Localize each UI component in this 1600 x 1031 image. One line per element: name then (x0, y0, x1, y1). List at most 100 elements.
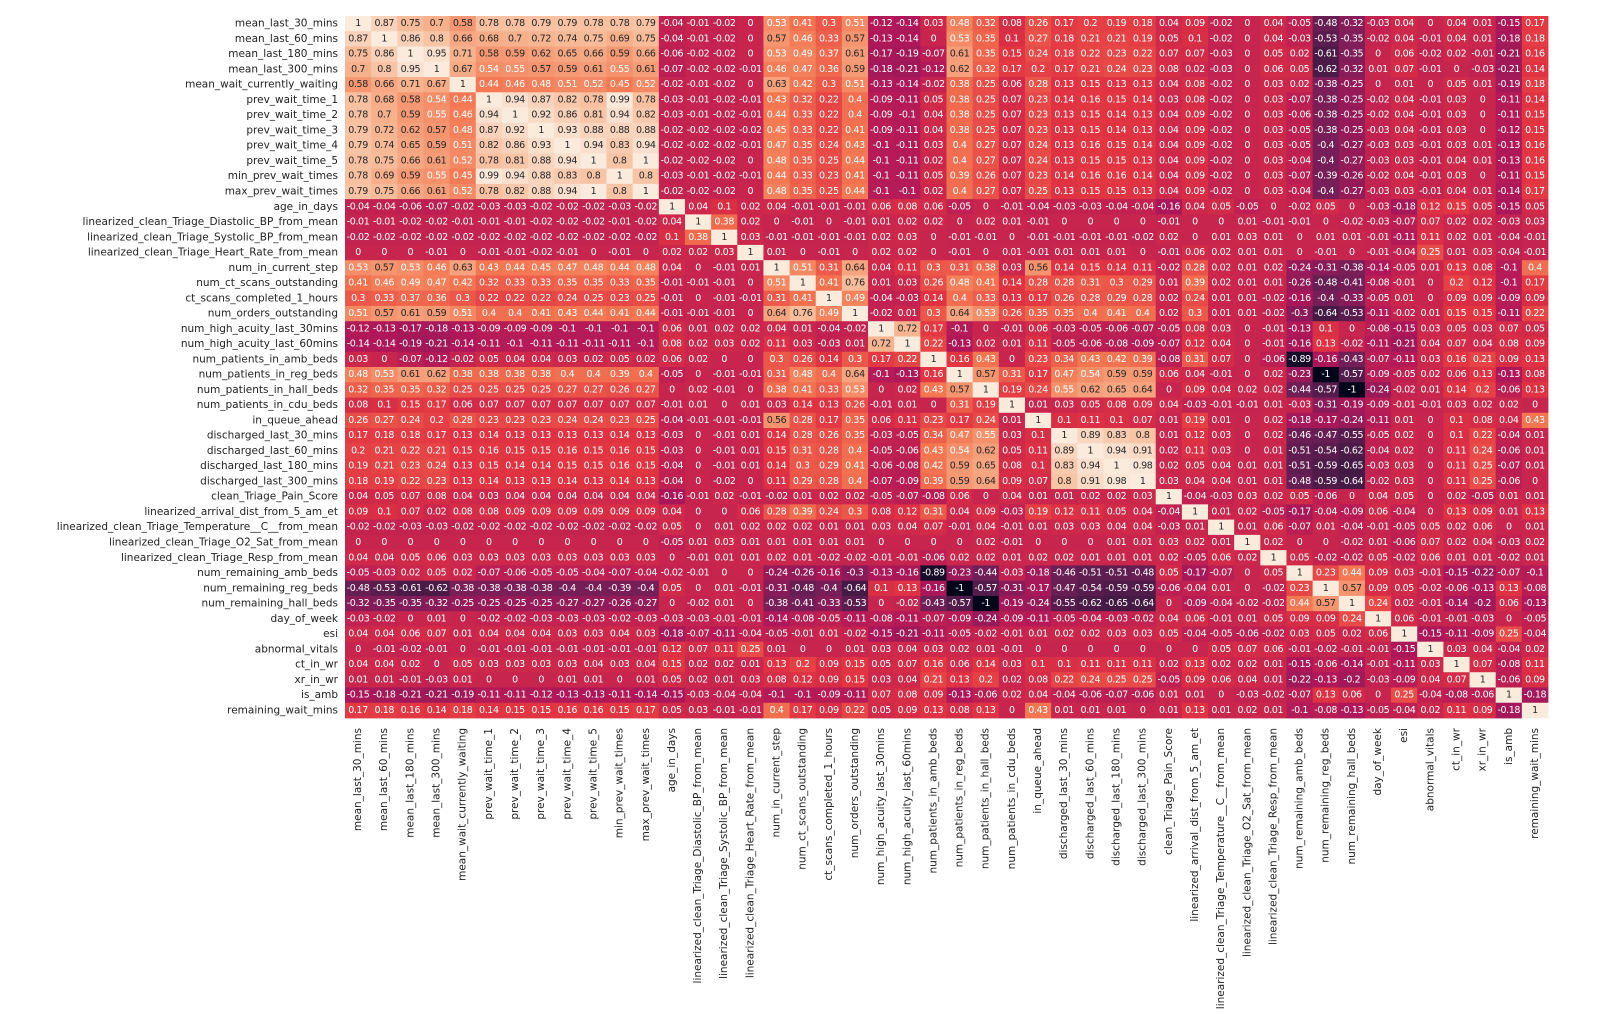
cell-value: 0.04 (636, 659, 656, 670)
cell-value: -0.15 (1497, 201, 1520, 212)
cell-value: -0.09 (530, 323, 553, 334)
cell-value: 0 (512, 537, 518, 548)
cell-value: -0.4 (1317, 293, 1334, 304)
cell-value: 0.11 (897, 262, 917, 273)
cell-value: 0.03 (1133, 629, 1153, 640)
cell-value: 0.23 (1107, 49, 1127, 60)
cell-value: 0.47 (950, 430, 970, 441)
heatmap-cell (345, 16, 372, 32)
cell-value: 0.09 (1185, 171, 1205, 182)
cell-value: 0 (931, 400, 937, 411)
cell-value: 0.07 (1447, 674, 1467, 685)
cell-value: 0.14 (505, 461, 525, 472)
cell-value: -0.2 (1474, 598, 1491, 609)
cell-value: -0.48 (1314, 278, 1337, 289)
cell-value: 0.53 (767, 49, 787, 60)
cell-value: -0.06 (1288, 110, 1311, 121)
cell-value: -0.01 (1524, 247, 1547, 258)
cell-value: -0.03 (1288, 400, 1311, 411)
cell-value: 0.57 (845, 33, 865, 44)
cell-value: 0.02 (1525, 537, 1545, 548)
cell-value: 0.04 (688, 201, 708, 212)
cell-value: -0.32 (347, 598, 370, 609)
heatmap-cell (1234, 16, 1261, 32)
cell-value: 0 (826, 644, 832, 655)
heatmap-cell (1129, 16, 1157, 32)
cell-value: 0.09 (1185, 155, 1205, 166)
cell-value: -0.01 (739, 110, 762, 121)
cell-value: -0.01 (451, 217, 474, 228)
cell-value: -0.06 (974, 690, 997, 701)
cell-value: -0.57 (974, 583, 997, 594)
y-tick-label: linearized_arrival_dist_from_5_am_et (144, 506, 338, 518)
heatmap-cell (972, 107, 1000, 124)
cell-value: 0.21 (1081, 64, 1101, 75)
cell-value: 0.26 (610, 384, 630, 395)
heatmap-cell (1077, 31, 1104, 47)
cell-value: -0.43 (922, 598, 945, 609)
cell-value: 1 (617, 171, 623, 182)
cell-value: 0.06 (662, 323, 682, 334)
cell-value: -0.11 (478, 339, 501, 350)
cell-value: 0.24 (401, 415, 421, 426)
heatmap-cell (1129, 46, 1157, 63)
cell-value: 0.07 (1237, 644, 1257, 655)
cell-value: -0.21 (1393, 339, 1416, 350)
heatmap-cell (423, 92, 451, 108)
cell-value: -0.02 (478, 613, 501, 624)
heatmap-cell (397, 31, 424, 47)
cell-value: 0.14 (1054, 262, 1074, 273)
cell-value: 0.05 (374, 491, 394, 502)
cell-value: -0.01 (1367, 659, 1390, 670)
cell-value: 1 (1532, 705, 1538, 716)
cell-value: 0.02 (1159, 461, 1179, 472)
heatmap-cell (475, 31, 503, 47)
heatmap-cell (1495, 77, 1523, 93)
cell-value: 0.04 (479, 629, 499, 640)
cell-value: 0 (748, 155, 754, 166)
cell-value: 0.17 (793, 705, 813, 716)
cell-value: 0 (1480, 171, 1486, 182)
cell-value: 0.05 (924, 94, 944, 105)
heatmap-cell (1129, 107, 1157, 124)
cell-value: 0.05 (1394, 583, 1414, 594)
heatmap-cell (894, 92, 921, 108)
heatmap-cell (1469, 92, 1497, 108)
cell-value: -0.47 (1314, 430, 1337, 441)
cell-value: 0.01 (1211, 308, 1231, 319)
cell-value: 0.31 (767, 369, 787, 380)
cell-value: 0.65 (976, 461, 996, 472)
cell-value: 0.02 (1237, 384, 1257, 395)
cell-value: -0.48 (1314, 18, 1337, 29)
cell-value: -0.08 (896, 461, 919, 472)
cell-value: -0.09 (1131, 339, 1154, 350)
cell-value: -0.01 (1419, 125, 1442, 136)
cell-value: -0.14 (373, 339, 396, 350)
cell-value: 0 (721, 506, 727, 517)
cell-value: -0.08 (791, 613, 814, 624)
heatmap-cell (554, 77, 581, 93)
cell-value: 0.24 (1081, 674, 1101, 685)
x-tick-label: num_high_acuity_last_30mins (875, 728, 887, 885)
cell-value: 0.8 (613, 186, 627, 197)
cell-value: 0.07 (1185, 49, 1205, 60)
cell-value: 0.05 (1368, 552, 1388, 563)
cell-value: 0.04 (1394, 171, 1414, 182)
cell-value: -0.01 (687, 568, 710, 579)
cell-value: 0.03 (505, 552, 525, 563)
cell-value: 0.14 (479, 705, 499, 716)
cell-value: 0.05 (1211, 644, 1231, 655)
cell-value: 0.05 (1002, 445, 1022, 456)
cell-value: -0.04 (1393, 247, 1416, 258)
cell-value: -0.53 (1314, 33, 1337, 44)
cell-value: -0.04 (713, 690, 736, 701)
cell-value: 0.18 (1525, 79, 1545, 90)
cell-value: 0.3 (926, 308, 940, 319)
cell-value: 0.1 (1057, 415, 1071, 426)
cell-value: 0.3 (1188, 308, 1202, 319)
cell-value: -0.02 (1314, 552, 1337, 563)
cell-value: 0.09 (1368, 568, 1388, 579)
heatmap-cell (1286, 16, 1314, 32)
heatmap-cell (972, 16, 1000, 32)
cell-value: -0.21 (896, 629, 919, 640)
